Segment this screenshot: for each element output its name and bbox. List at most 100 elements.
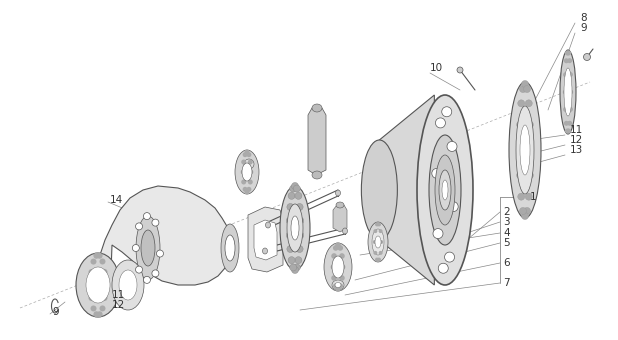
Circle shape [522,212,528,220]
Circle shape [331,264,336,270]
Circle shape [333,283,339,289]
Ellipse shape [119,270,137,300]
Circle shape [442,107,452,117]
Circle shape [99,305,106,311]
Circle shape [444,252,455,262]
Ellipse shape [221,224,239,272]
Circle shape [379,251,383,255]
Circle shape [247,152,252,157]
Circle shape [331,253,337,259]
Circle shape [292,267,298,273]
Ellipse shape [242,163,252,181]
Circle shape [286,232,294,239]
Text: 6: 6 [503,258,510,268]
Circle shape [523,86,530,92]
Text: 9: 9 [580,23,586,33]
Circle shape [337,283,343,289]
Circle shape [523,207,530,215]
Text: 14: 14 [110,195,123,205]
Circle shape [567,58,572,63]
Ellipse shape [141,230,155,266]
Text: 11: 11 [112,290,125,300]
Text: 12: 12 [570,135,583,145]
Circle shape [563,107,568,112]
Circle shape [447,141,457,151]
Circle shape [520,207,527,215]
Circle shape [373,251,378,255]
Polygon shape [98,186,230,300]
Circle shape [564,58,569,63]
Circle shape [568,107,573,112]
Ellipse shape [112,260,144,310]
Circle shape [135,223,143,230]
Ellipse shape [312,104,322,112]
Circle shape [568,89,573,95]
Ellipse shape [439,170,451,210]
Circle shape [96,311,103,317]
Text: 5: 5 [503,238,510,248]
Ellipse shape [520,125,530,175]
Ellipse shape [136,216,160,280]
Circle shape [583,53,591,61]
Text: 9: 9 [52,307,59,317]
Circle shape [566,129,571,134]
Ellipse shape [287,204,303,252]
Circle shape [96,253,103,259]
Circle shape [375,258,379,261]
Circle shape [294,264,300,271]
Circle shape [248,159,253,165]
Ellipse shape [368,222,388,262]
Ellipse shape [336,202,344,208]
Circle shape [373,240,377,244]
Circle shape [90,305,96,311]
Ellipse shape [560,50,576,134]
Circle shape [438,263,448,273]
Ellipse shape [76,253,120,317]
Ellipse shape [509,82,541,218]
Circle shape [339,275,345,281]
Circle shape [287,204,294,210]
Circle shape [333,245,339,251]
Circle shape [290,185,297,192]
Circle shape [565,129,570,134]
Circle shape [375,222,379,226]
Polygon shape [254,220,277,260]
Circle shape [517,172,523,179]
Polygon shape [379,95,434,285]
Circle shape [287,245,294,253]
Circle shape [377,258,381,261]
Circle shape [517,121,523,128]
Text: 3: 3 [503,217,510,227]
Circle shape [143,276,150,283]
Circle shape [247,187,252,192]
Circle shape [101,295,108,301]
Circle shape [566,50,571,55]
Circle shape [99,258,106,265]
Circle shape [297,217,303,224]
Circle shape [143,212,150,220]
Circle shape [340,264,345,270]
Circle shape [337,245,343,251]
Ellipse shape [435,155,455,225]
Text: 1: 1 [530,192,536,202]
Circle shape [295,192,302,199]
Ellipse shape [332,256,344,278]
Circle shape [436,118,446,128]
Circle shape [88,269,95,275]
Ellipse shape [429,135,461,245]
Circle shape [331,275,337,281]
Circle shape [102,282,108,288]
Circle shape [292,183,298,189]
Circle shape [241,159,246,165]
Circle shape [520,86,527,92]
Circle shape [518,193,525,200]
Ellipse shape [362,140,397,240]
Circle shape [522,81,528,87]
Circle shape [290,264,297,271]
Circle shape [563,72,568,77]
Circle shape [377,222,381,226]
Circle shape [132,244,139,252]
Text: 2: 2 [503,207,510,217]
Circle shape [245,189,250,194]
Circle shape [525,100,532,107]
